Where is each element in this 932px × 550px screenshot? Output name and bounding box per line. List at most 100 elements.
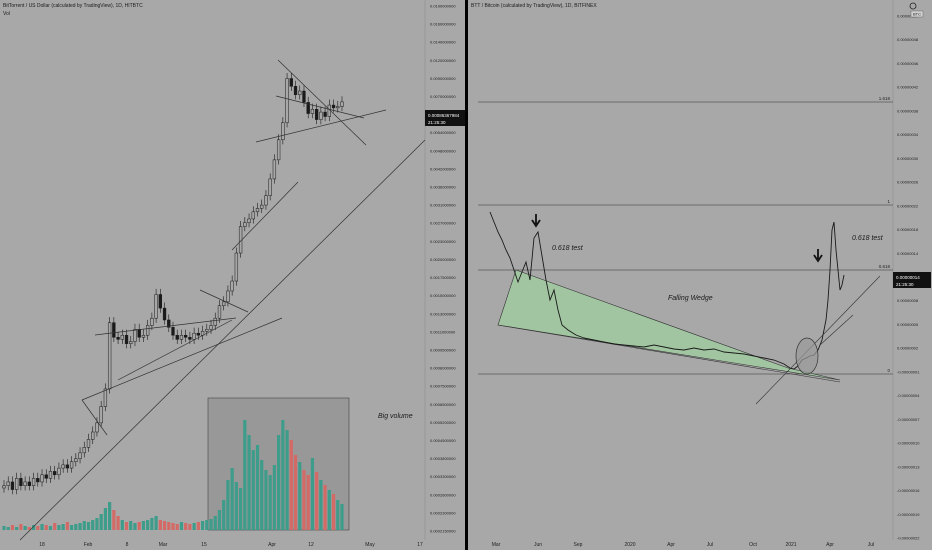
volume-bar (319, 480, 323, 530)
candle (15, 478, 19, 490)
candle (319, 111, 323, 120)
volume-bar (340, 504, 344, 530)
price-badge-value: 0.00000014 (896, 275, 920, 280)
gear-icon (909, 2, 917, 10)
price-line (489, 211, 845, 370)
candle (116, 337, 120, 340)
y-tick-label: 0.00000018 (897, 227, 919, 232)
volume-bar (99, 514, 103, 530)
big-volume-annotation: Big volume (378, 413, 413, 420)
candle (272, 159, 277, 180)
y-tick-label: 0.00000048 (897, 37, 919, 42)
volume-bar (171, 523, 175, 530)
long-uptrend-line (19, 139, 426, 541)
volume-bar (70, 525, 74, 530)
volume-bar (112, 510, 116, 530)
candle (19, 478, 23, 486)
candle (268, 178, 272, 196)
y-tick-label: 0.0002800000 (430, 492, 456, 497)
volume-bar (331, 494, 336, 530)
x-tick-label: Mar (492, 542, 501, 548)
candle (150, 317, 154, 326)
volume-bar (222, 500, 226, 530)
volume-bar (31, 525, 36, 530)
candle (302, 90, 306, 103)
candle (336, 106, 340, 109)
volume-bar (61, 524, 65, 530)
falling-wedge-shape (497, 269, 841, 381)
candle (107, 322, 112, 390)
x-tick-label: Apr (667, 542, 675, 548)
y-tick-label: 0.00000022 (897, 203, 919, 208)
y-tick-label: 0.00000050 (897, 14, 919, 19)
volume-bar (272, 465, 276, 530)
x-tick-label: May (365, 542, 375, 548)
y-tick-label: -0.00000019 (897, 512, 920, 517)
volume-bar (86, 522, 91, 530)
candle (124, 334, 129, 344)
pane-divider[interactable] (465, 0, 468, 550)
volume-bar (310, 458, 315, 530)
fib-test-annotation: 0.618 test (552, 245, 584, 252)
candle (230, 280, 234, 292)
x-tick-label: Apr (826, 542, 834, 548)
volume-label: Vol (3, 11, 10, 17)
y-tick-label: 0.00000046 (897, 61, 919, 66)
x-tick-label: 12 (308, 542, 314, 548)
y-tick-label: 0.0160000000 (430, 22, 456, 27)
volume-bar (277, 435, 281, 530)
y-tick-label: -0.00000001 (897, 369, 920, 374)
pennant-lower-line (275, 95, 365, 119)
breakout-short-line (819, 314, 854, 346)
candle (298, 90, 302, 95)
y-tick-label: 0.0015000000 (430, 293, 456, 298)
candle (10, 481, 15, 490)
y-tick-label: 0.0036000000 (430, 185, 456, 190)
volume-bar (217, 510, 222, 530)
y-tick-label: 0.0008000000 (430, 366, 456, 371)
candle (154, 294, 158, 319)
volume-bar (124, 522, 129, 530)
candle (167, 319, 171, 328)
volume-bar (141, 521, 146, 530)
volume-bar (137, 522, 141, 530)
y-tick-label: 0.00000026 (897, 180, 919, 185)
candle (217, 305, 222, 319)
y-tick-label: 0.0120000000 (430, 58, 456, 63)
volume-bar (268, 475, 272, 530)
volume-bar (188, 524, 192, 530)
x-tick-label: 2020 (624, 542, 635, 548)
y-tick-label: 0.0042000000 (430, 166, 456, 171)
volume-bar (95, 518, 99, 530)
y-tick-label: 0.00000014 (897, 251, 919, 256)
left-chart[interactable]: 0.0190000000 0.0160000000 0.0140000000 0.01… (0, 0, 465, 550)
left-chart-title: BitTorrent / US Dollar (calculated by Tr… (3, 3, 143, 9)
volume-bar (36, 526, 40, 530)
volume-bar (239, 488, 243, 530)
y-tick-label: 0.0090000000 (430, 76, 456, 81)
candle (171, 327, 175, 336)
wedge-lower-line (497, 324, 841, 383)
y-tick-label: 0.00000030 (897, 156, 919, 161)
volume-bar (19, 524, 23, 530)
x-tick-label: 8 (126, 542, 129, 548)
volume-bar (192, 523, 196, 530)
volume-bar (108, 502, 112, 530)
volume-bar (103, 508, 107, 530)
right-chart[interactable]: 0.00000050 0.00000048 0.00000046 0.00000042… (468, 0, 932, 550)
x-tick-label: Sep (574, 542, 583, 548)
falling-wedge-annotation: Falling Wedge (668, 295, 713, 302)
candle (27, 481, 32, 486)
price-badge-value: 0.00086367984 (428, 113, 460, 118)
candle (120, 334, 124, 340)
volume-bar (251, 450, 255, 530)
volume-bar (302, 470, 306, 530)
candle (162, 307, 167, 321)
y-tick-label: 0.0031000000 (430, 203, 456, 208)
volume-bar (27, 527, 31, 530)
volume-bar (230, 468, 234, 530)
volume-bar (146, 520, 150, 530)
volume-bar (40, 524, 44, 530)
volume-bar (260, 460, 264, 530)
